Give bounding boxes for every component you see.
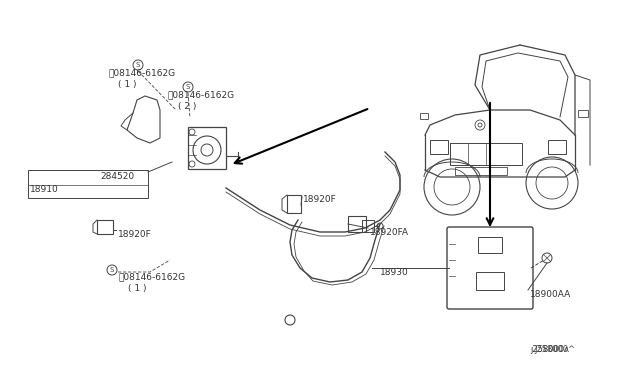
Bar <box>28 170 148 198</box>
Text: ȷ258000ʌ: ȷ258000ʌ <box>530 345 569 354</box>
Bar <box>476 272 504 290</box>
Bar <box>188 127 226 169</box>
Text: ( 1 ): ( 1 ) <box>118 80 136 89</box>
Text: 18920F: 18920F <box>118 230 152 239</box>
Bar <box>478 237 502 253</box>
Text: Ⓜ08146-6162G: Ⓜ08146-6162G <box>108 68 175 77</box>
Bar <box>578 110 588 117</box>
Text: 18920F: 18920F <box>303 195 337 204</box>
Text: S: S <box>110 267 114 273</box>
Text: ( 2 ): ( 2 ) <box>178 102 196 111</box>
Bar <box>348 216 366 232</box>
Text: ( 1 ): ( 1 ) <box>128 284 147 293</box>
Text: Ⓜ08146-6162G: Ⓜ08146-6162G <box>118 272 185 281</box>
Text: 18910: 18910 <box>30 185 59 194</box>
Text: J258000^: J258000^ <box>534 345 575 354</box>
Bar <box>287 195 301 213</box>
Text: Ⓜ08146-6162G: Ⓜ08146-6162G <box>168 90 235 99</box>
Text: S: S <box>186 84 190 90</box>
Text: S: S <box>136 62 140 68</box>
Text: 18920FA: 18920FA <box>370 228 409 237</box>
Bar <box>362 220 374 232</box>
Bar <box>420 113 428 119</box>
Text: 18930: 18930 <box>380 268 409 277</box>
Bar <box>455 167 507 175</box>
Bar <box>97 220 113 234</box>
Text: 18900AA: 18900AA <box>530 290 572 299</box>
Text: 284520: 284520 <box>100 172 134 181</box>
Bar <box>430 140 448 154</box>
Bar <box>548 140 566 154</box>
Bar <box>450 143 522 165</box>
